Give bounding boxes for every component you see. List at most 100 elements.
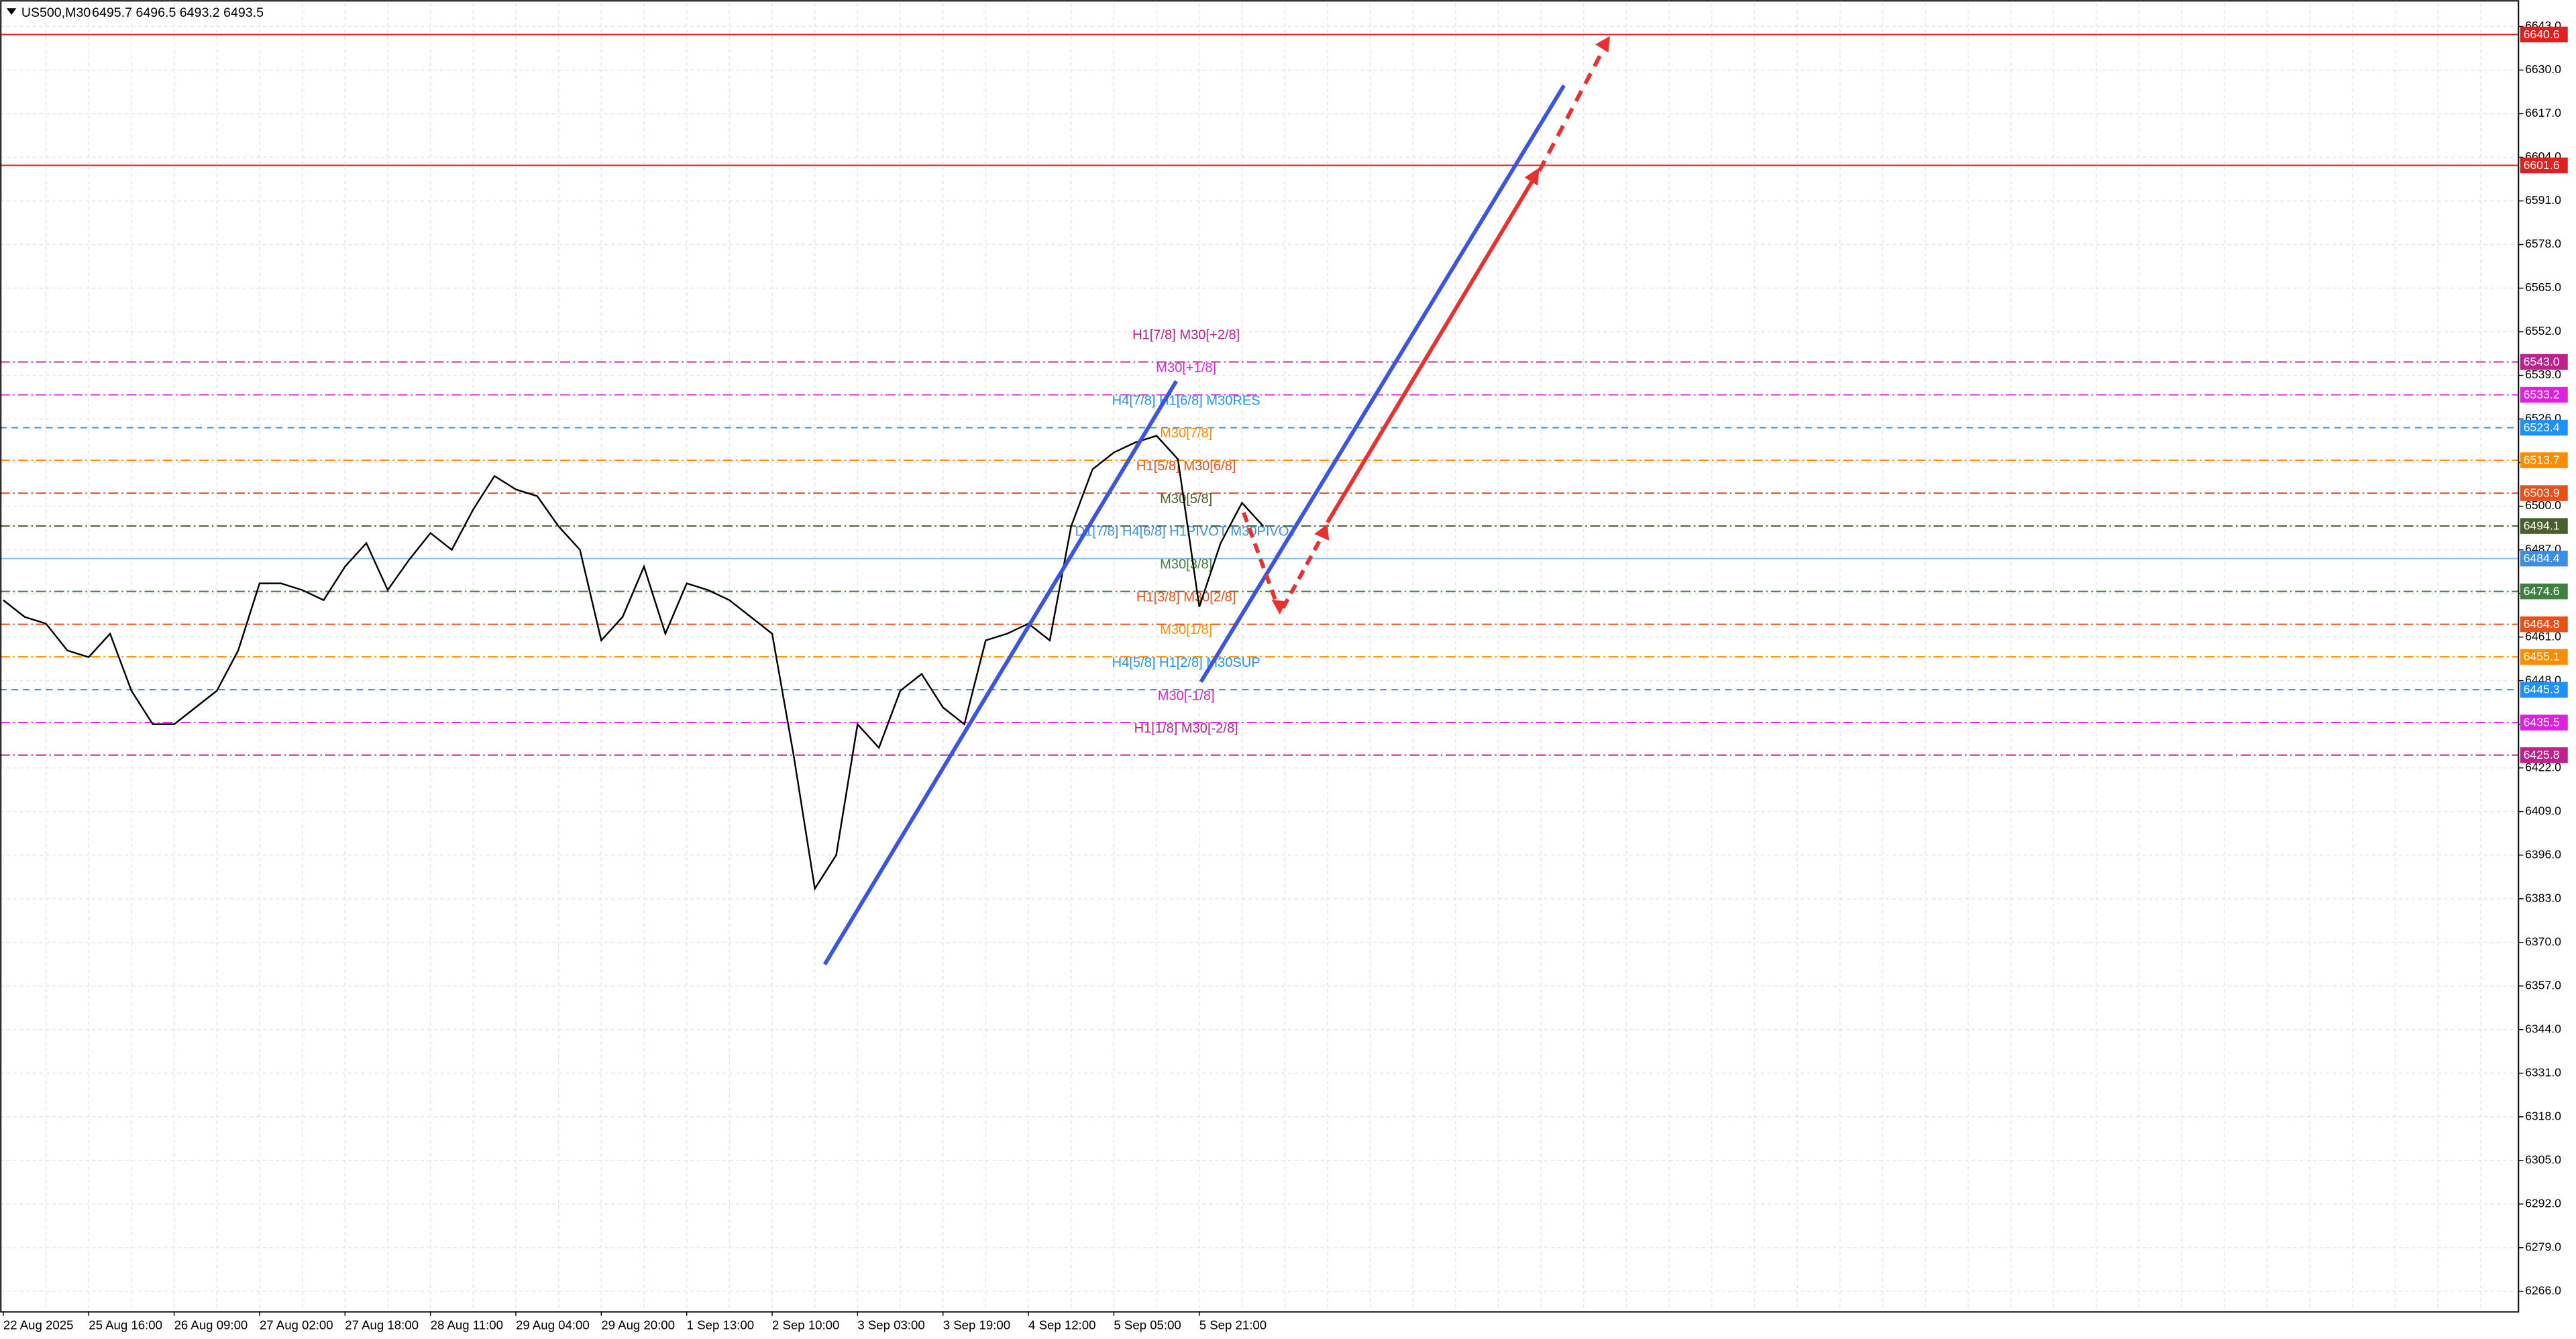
- x-tick-label: 27 Aug 02:00: [260, 1318, 333, 1332]
- level-label: H4[7/8] H1[6/8] M30RES: [1112, 394, 1260, 409]
- price-tag: [2520, 26, 2568, 43]
- arrow-head: [1271, 599, 1287, 614]
- price-tag: [2520, 616, 2568, 633]
- price-tag: [2520, 747, 2568, 763]
- x-tick-label: 25 Aug 16:00: [89, 1318, 162, 1332]
- price-tag: [2520, 682, 2568, 698]
- price-line: [3, 435, 1265, 892]
- channel-line: [822, 380, 1178, 966]
- price-tag-label: 6543.0: [2524, 355, 2560, 368]
- price-tag-label: 6445.3: [2524, 683, 2560, 696]
- x-tick-label: 4 Sep 12:00: [1028, 1318, 1095, 1332]
- price-tag: [2520, 518, 2568, 534]
- level-label: H1[5/8] M30[6/8]: [1136, 459, 1236, 474]
- x-tick-label: 5 Sep 21:00: [1199, 1318, 1267, 1332]
- y-tick-label: 6292.0: [2525, 1196, 2561, 1210]
- levels: H1[7/8] M30[+2/8] M30[+1/8] H4[7/8] H1[6/8…: [0, 34, 2519, 756]
- y-tick-label: 6461.0: [2525, 629, 2561, 643]
- price-tag-label: 6513.7: [2524, 453, 2560, 466]
- y-tick-label: 6552.0: [2525, 324, 2561, 337]
- y-tick-label: 6630.0: [2525, 62, 2561, 76]
- x-tick-label: 5 Sep 05:00: [1114, 1318, 1181, 1332]
- x-tick-label: 2 Sep 10:00: [772, 1318, 839, 1332]
- price-tag-label: 6533.2: [2524, 388, 2560, 401]
- drawings: [822, 36, 1610, 966]
- x-tick-label: 26 Aug 09:00: [174, 1318, 248, 1332]
- y-tick-label: 6357.0: [2525, 978, 2561, 992]
- price-tag: [2520, 550, 2568, 567]
- x-tick-label: 22 Aug 2025: [3, 1318, 74, 1332]
- axes: 6643.06630.06617.06604.06591.06578.06565…: [3, 19, 2568, 1332]
- price-tag-label: 6484.4: [2524, 551, 2560, 565]
- price-tag-label: 6435.5: [2524, 716, 2560, 729]
- chart-title: US500,M30: [21, 5, 91, 20]
- y-tick-label: 6344.0: [2525, 1022, 2561, 1035]
- level-label: M30[1/8]: [1160, 623, 1212, 637]
- x-tick-label: 3 Sep 03:00: [857, 1318, 924, 1332]
- forecast-arrow: [1242, 512, 1281, 609]
- arrow-head: [1524, 167, 1540, 186]
- y-tick-label: 6370.0: [2525, 934, 2561, 948]
- y-tick-label: 6539.0: [2525, 368, 2561, 381]
- y-tick-label: 6279.0: [2525, 1240, 2561, 1253]
- level-label: H1[1/8] M30[-2/8]: [1134, 721, 1238, 736]
- x-tick-label: 1 Sep 13:00: [687, 1318, 754, 1332]
- y-tick-label: 6305.0: [2525, 1153, 2561, 1166]
- plot-border: [0, 0, 2520, 1313]
- y-tick-label: 6266.0: [2525, 1283, 2561, 1297]
- forecast-arrow: [1326, 176, 1536, 524]
- x-tick-label: 29 Aug 04:00: [516, 1318, 590, 1332]
- y-tick-label: 6409.0: [2525, 804, 2561, 817]
- level-label: D1[7/8] H4[6/8] H1PIVOT M30PIVOT: [1075, 525, 1297, 539]
- level-label: H4[5/8] H1[2/8] M30SUP: [1112, 655, 1260, 670]
- price: [3, 435, 1265, 892]
- y-tick-label: 6318.0: [2525, 1109, 2561, 1122]
- price-tag-label: 6601.6: [2524, 158, 2560, 172]
- forecast-arrow: [1538, 45, 1607, 172]
- y-tick-label: 6500.0: [2525, 498, 2561, 512]
- price-tag-label: 6455.1: [2524, 650, 2560, 663]
- y-tick-label: 6396.0: [2525, 847, 2561, 861]
- menu-icon: [6, 8, 17, 15]
- price-tag: [2520, 354, 2568, 370]
- price-tag: [2520, 714, 2568, 731]
- level-label: M30[+1/8]: [1156, 361, 1216, 376]
- x-tick-label: 29 Aug 20:00: [601, 1318, 675, 1332]
- y-tick-label: 6591.0: [2525, 193, 2561, 207]
- y-tick-label: 6331.0: [2525, 1065, 2561, 1079]
- arrow-head: [1595, 36, 1610, 53]
- price-tag: [2520, 583, 2568, 600]
- x-tick-label: 3 Sep 19:00: [943, 1318, 1010, 1332]
- y-tick-label: 6578.0: [2525, 237, 2561, 250]
- price-tag: [2520, 649, 2568, 665]
- price-tag: [2520, 386, 2568, 403]
- price-tag: [2520, 485, 2568, 501]
- x-tick-label: 27 Aug 18:00: [345, 1318, 419, 1332]
- level-label: M30[7/8]: [1160, 426, 1212, 441]
- level-label: M30[5/8]: [1160, 492, 1212, 506]
- level-label: H1[3/8] M30[2/8]: [1136, 590, 1236, 605]
- price-tag: [2520, 452, 2568, 468]
- y-tick-label: 6383.0: [2525, 891, 2561, 904]
- price-tag-label: 6425.8: [2524, 748, 2560, 761]
- price-tag-label: 6640.6: [2524, 28, 2560, 41]
- price-tag-label: 6464.8: [2524, 617, 2560, 631]
- price-tag-label: 6494.1: [2524, 519, 2560, 532]
- y-tick-label: 6617.0: [2525, 106, 2561, 119]
- y-tick-label: 6565.0: [2525, 280, 2561, 294]
- level-label: M30[3/8]: [1160, 557, 1212, 572]
- channel-line: [1199, 84, 1566, 683]
- level-label: H1[7/8] M30[+2/8]: [1132, 328, 1240, 343]
- price-tag-label: 6523.4: [2524, 421, 2560, 434]
- price-tag-label: 6474.6: [2524, 584, 2560, 598]
- price-tag: [2520, 419, 2568, 436]
- price-tag: [2520, 157, 2568, 174]
- y-tick-label: 6422.0: [2525, 760, 2561, 773]
- level-label: M30[-1/8]: [1158, 688, 1215, 703]
- x-tick-label: 28 Aug 11:00: [431, 1318, 503, 1332]
- arrow-head: [1314, 524, 1330, 541]
- price-tag-label: 6503.9: [2524, 486, 2560, 499]
